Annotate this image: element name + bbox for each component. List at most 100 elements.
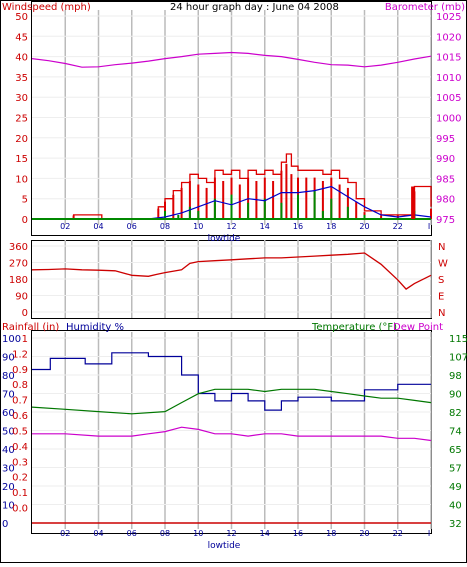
windspeed-bar [430, 208, 432, 219]
windspeed-bar [280, 170, 283, 219]
wind-direction-line [31, 252, 432, 290]
humidity-tick: 50 [2, 427, 15, 438]
panel3-hour-tick: 14 [260, 529, 270, 538]
panel1-hour-tick: 06 [127, 222, 137, 231]
humidity-tick: 10 [2, 501, 15, 512]
temperature-tick: 82 [449, 408, 462, 419]
humidity-tick: 20 [2, 482, 15, 493]
temperature-tick: 40 [449, 501, 462, 512]
windspeed-tick: 50 [15, 12, 28, 23]
panel2-grid [32, 240, 432, 318]
panel1-hour-tick: 22 [393, 222, 403, 231]
windspeed-tick: 45 [15, 32, 28, 43]
rainfall-axis-label: Rainfall (in) [2, 322, 59, 333]
green-wind-bar [280, 202, 283, 219]
barometer-tick: 1000 [436, 114, 461, 125]
barometer-tick: 1015 [436, 53, 461, 64]
green-wind-bar [363, 214, 366, 219]
rainfall-tick: 0.4 [12, 442, 28, 453]
average-wind-line [32, 185, 432, 220]
windspeed-bar [330, 177, 333, 219]
windspeed-tick: 15 [15, 154, 28, 165]
windspeed-bar [213, 177, 216, 219]
barometer-axis-label: Barometer (mb) [385, 2, 465, 13]
temperature-tick: 107 [449, 353, 467, 364]
barometer-tick: 1020 [436, 32, 461, 43]
lowtide-label-top: lowtide [208, 234, 241, 244]
windspeed-bar [338, 184, 341, 219]
barometer-tick: 985 [436, 174, 455, 185]
windspeed-bar [346, 187, 349, 219]
panel3-hour-tick: 22 [393, 529, 403, 538]
panel3-hour-tick: 20 [359, 529, 369, 538]
panel1-hour-tick: 04 [93, 222, 103, 231]
green-wind-bar [321, 210, 324, 219]
green-wind-bar [263, 198, 266, 219]
tick-labels: 02 04 06 08 10 12 14 16 18 20 22 I50454035302520151… [2, 12, 467, 538]
temperature-tick: 74 [449, 427, 462, 438]
compass-tick: N [438, 242, 445, 253]
windspeed-bar [290, 174, 293, 219]
windspeed-bar [285, 163, 288, 219]
barometer-tick: 990 [436, 154, 455, 165]
windspeed-axis-label: Windspeed (mph) [2, 2, 91, 13]
panel1-hour-tick: 08 [160, 222, 170, 231]
rainfall-tick: 0.7 [12, 396, 28, 407]
green-wind-bar [197, 210, 200, 219]
windspeed-bar [355, 201, 358, 219]
windspeed-tick: 5 [22, 195, 28, 206]
temperature-axis-label: Temperature (°F) [311, 322, 397, 333]
temperature-tick: 98 [449, 371, 462, 382]
compass-tick: W [438, 259, 448, 270]
temperature-tick: 49 [449, 482, 462, 493]
panel1-hour-tick: 20 [359, 222, 369, 231]
panel1-hour-tick: 10 [193, 222, 203, 231]
panel3-hour-tick: I [428, 529, 430, 538]
rainfall-tick: 0.0 [12, 504, 28, 515]
barometer-tick: 1025 [436, 12, 461, 23]
rainfall-tick: 1.2 [12, 349, 28, 360]
barometer-tick: 975 [436, 215, 455, 226]
rainfall-tick: 0.2 [12, 473, 28, 484]
panel3-hour-tick: 02 [60, 529, 70, 538]
temperature-tick: 115 [449, 334, 467, 345]
barometer-tick: 1010 [436, 73, 461, 84]
panel1-hour-tick: 12 [226, 222, 236, 231]
rainfall-tick: 0.9 [12, 365, 28, 376]
rainfall-tick: 1 [22, 334, 28, 345]
windspeed-tick: 25 [15, 114, 28, 125]
dewpoint-line [32, 426, 432, 442]
rainfall-tick: 0.8 [12, 380, 28, 391]
green-wind-bar [213, 198, 216, 219]
windspeed-bar [197, 184, 200, 219]
panel3-hour-tick: 06 [127, 529, 137, 538]
chart-title: 24 hour graph day : June 04 2008 [170, 2, 339, 13]
green-wind-bar [177, 214, 180, 219]
green-wind-bar [230, 194, 233, 219]
barometer-tick: 1005 [436, 93, 461, 104]
barometer-tick: 995 [436, 134, 455, 145]
green-wind-bar [346, 206, 349, 219]
panel1-hour-tick: I [428, 222, 430, 231]
windspeed-bar [172, 194, 175, 219]
panel1-hour-tick: 02 [60, 222, 70, 231]
humidity-line [32, 352, 431, 411]
windspeed-bar [188, 181, 191, 219]
windspeed-bar [157, 208, 160, 219]
windspeed-tick: 10 [15, 174, 28, 185]
humidity-tick: 30 [2, 464, 15, 475]
green-wind-bar [164, 210, 166, 219]
windspeed-bar [180, 187, 183, 219]
windspeed-tick: 20 [15, 134, 28, 145]
rainfall-tick: 0.6 [12, 411, 28, 422]
humidity-axis-label: Humidity % [66, 322, 124, 333]
windspeed-bar [272, 181, 275, 219]
windspeed-bar [164, 201, 166, 219]
windspeed-bar [305, 177, 308, 219]
windspeed-bar [380, 215, 383, 219]
lowtide-label-bottom: lowtide [208, 541, 241, 551]
dewpoint-axis-label: Dew Point [393, 322, 443, 333]
windspeed-tick: 0 [22, 215, 28, 226]
windspeed-bar [72, 215, 75, 219]
humidity-tick: 0 [2, 519, 8, 530]
